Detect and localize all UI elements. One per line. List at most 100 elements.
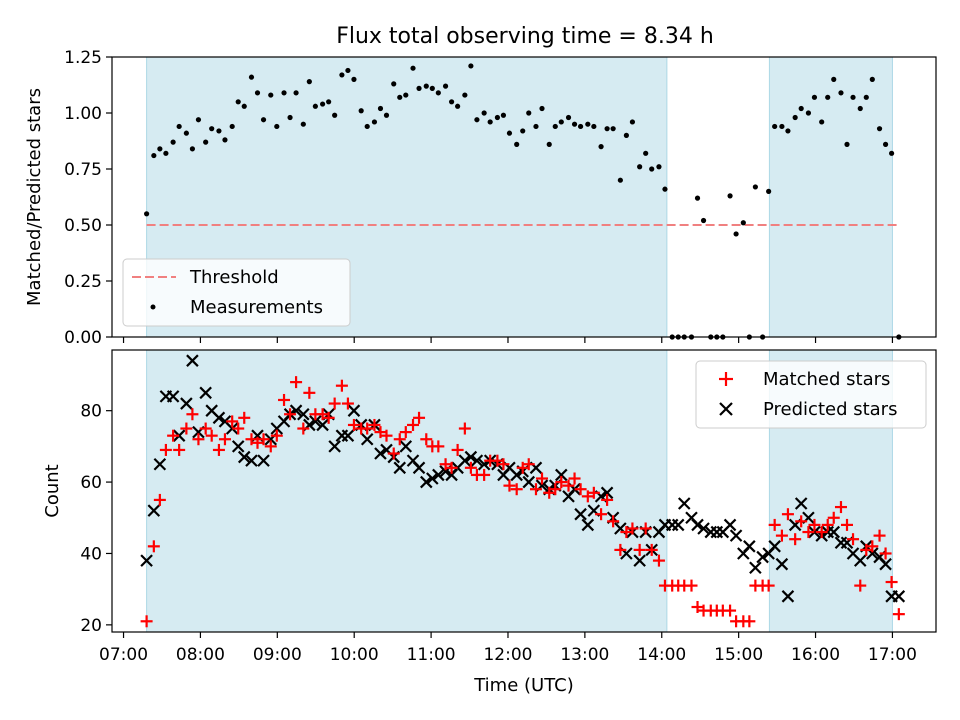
matched-point: [245, 433, 258, 446]
measurement-point: [805, 110, 812, 116]
measurement-point: [410, 65, 416, 71]
measurement-point: [189, 146, 196, 152]
predicted-point: [140, 554, 153, 567]
measurement-point: [157, 146, 163, 152]
measurement-point: [281, 90, 287, 96]
measurement-point: [209, 126, 215, 132]
matched-point: [854, 579, 867, 592]
measurement-point: [442, 83, 449, 89]
predicted-point: [574, 507, 587, 521]
measurement-point: [727, 193, 733, 199]
measurement-point: [462, 92, 468, 98]
legend-predicted-swatch: [719, 402, 733, 416]
measurement-point: [474, 117, 480, 123]
matched-point: [601, 493, 614, 506]
measurement-point: [539, 105, 545, 112]
matched-point: [147, 540, 160, 553]
matched-point: [536, 472, 549, 485]
measurement-point: [235, 99, 241, 105]
matched-point: [478, 468, 491, 481]
measurement-point: [448, 99, 455, 105]
measurement-point: [882, 141, 889, 147]
measurement-point: [785, 128, 791, 134]
measurement-point: [260, 117, 267, 123]
measurement-point: [766, 188, 772, 194]
shaded-interval: [769, 57, 893, 337]
measurement-point: [287, 114, 293, 121]
matched-point: [328, 397, 341, 410]
matched-point: [322, 411, 335, 424]
legend-measurements-label: Measurements: [190, 297, 323, 318]
measurement-point: [320, 101, 326, 107]
predicted-point: [147, 504, 161, 517]
matched-point: [762, 579, 775, 592]
matched-point: [413, 411, 426, 424]
measurement-point: [183, 130, 189, 136]
predicted-point: [677, 497, 691, 510]
matched-point: [380, 429, 393, 442]
measurement-point: [585, 121, 591, 127]
predicted-point: [600, 486, 614, 500]
x-axis-label: Time (UTC): [473, 675, 574, 696]
measurement-point: [383, 112, 390, 118]
measurement-point: [552, 123, 558, 130]
measurement-point: [571, 121, 578, 127]
matched-point: [186, 408, 199, 421]
matched-point: [685, 579, 698, 592]
matched-point: [827, 511, 840, 524]
measurement-point: [176, 123, 182, 130]
measurement-point: [500, 112, 507, 118]
measurement-point: [857, 105, 863, 112]
measurement-point: [526, 110, 532, 116]
matched-point: [212, 443, 225, 456]
matched-point: [562, 479, 575, 492]
matched-point: [257, 433, 270, 446]
matched-point: [205, 429, 218, 442]
measurement-point: [351, 76, 357, 82]
measurement-point: [435, 90, 441, 96]
measurement-point: [506, 130, 513, 136]
matched-point: [278, 393, 291, 406]
top-legend-box: [122, 258, 351, 327]
measurement-point: [617, 177, 623, 183]
measurement-point: [850, 94, 856, 100]
matched-point: [549, 483, 562, 496]
bottom-matched-points: [140, 376, 905, 628]
legend-predicted-label: Predicted stars: [763, 399, 897, 420]
measurement-point: [274, 123, 280, 130]
measurement-point: [662, 186, 668, 192]
measurement-point: [481, 110, 487, 116]
measurement-point: [203, 139, 209, 145]
measurement-point: [546, 141, 552, 147]
measurement-point: [391, 81, 397, 87]
predicted-point: [328, 440, 341, 453]
matched-point: [587, 486, 600, 499]
predicted-point: [316, 418, 329, 432]
measurement-point: [312, 103, 318, 109]
measurement-point: [332, 112, 338, 118]
matched-point: [885, 576, 898, 589]
matched-point: [795, 515, 808, 528]
predicted-point: [432, 468, 445, 482]
measurement-point: [825, 94, 831, 100]
y-tick-label: 0.50: [64, 216, 102, 236]
predicted-point: [853, 554, 867, 567]
y-tick-label: 0.25: [64, 272, 102, 292]
predicted-point: [458, 454, 472, 467]
predicted-point: [153, 457, 167, 471]
measurement-point: [876, 126, 883, 132]
y-tick-label: 80: [80, 402, 102, 422]
measurement-point: [740, 220, 746, 226]
matched-point: [789, 533, 802, 546]
measurement-point: [326, 99, 332, 105]
matched-point: [840, 518, 853, 531]
measurement-point: [565, 114, 572, 121]
measurement-point: [558, 119, 564, 125]
predicted-point: [172, 429, 186, 442]
x-tick-label: 15:00: [714, 645, 763, 665]
measurement-point: [371, 119, 378, 125]
matched-point: [439, 458, 452, 471]
predicted-point: [756, 550, 769, 564]
legend-threshold-label: Threshold: [189, 267, 279, 288]
predicted-point: [827, 525, 841, 539]
